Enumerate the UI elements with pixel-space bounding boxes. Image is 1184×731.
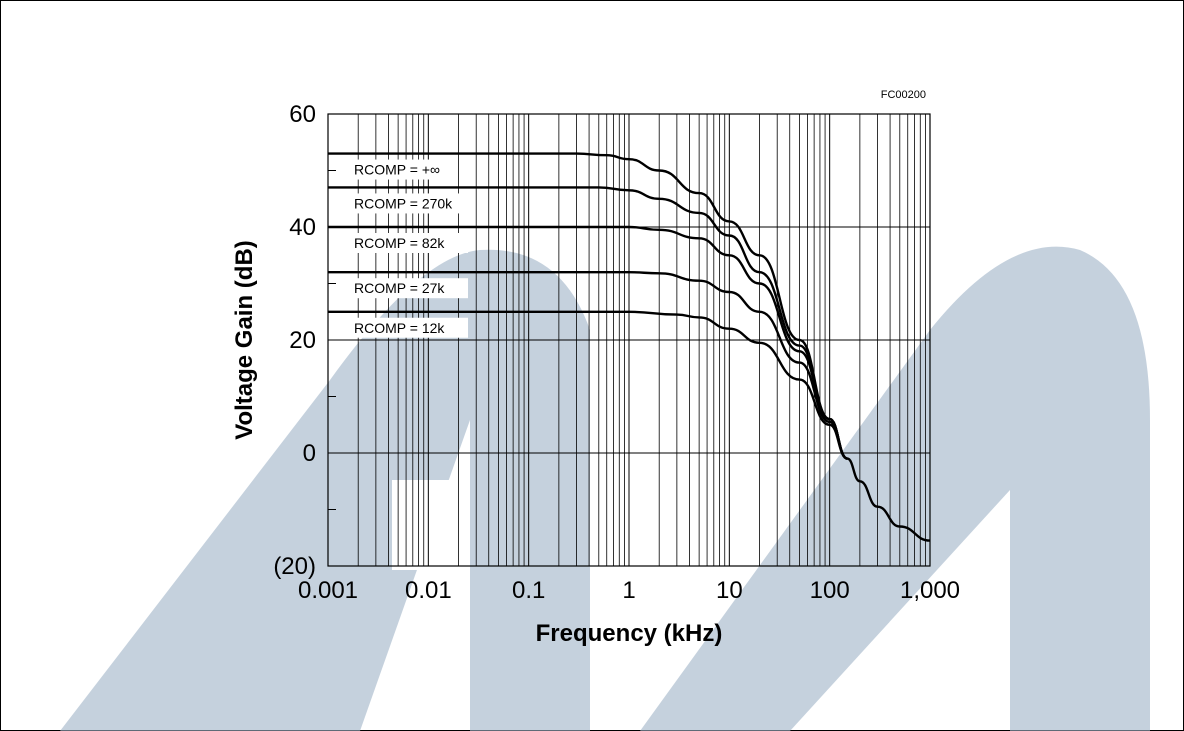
- x-tick-labels: 0.001 0.01 0.1 1 10 100 1,000: [298, 577, 960, 604]
- x-axis-title: Frequency (kHz): [536, 620, 723, 647]
- curve-label: RCOMP = 12k: [354, 320, 445, 336]
- watermark-cutout: [392, 480, 462, 570]
- watermark-shape: [640, 246, 1150, 731]
- watermark-shape: [60, 249, 590, 731]
- curve-label: RCOMP = 82k: [354, 235, 445, 251]
- x-tick-label: 0.01: [405, 577, 452, 604]
- x-tick-label: 1: [622, 577, 635, 604]
- x-tick-label: 1,000: [900, 577, 960, 604]
- curve-label-bg: [348, 193, 472, 214]
- x-tick-label: 0.1: [512, 577, 545, 604]
- plot-border: [327, 113, 931, 567]
- curve-label: RCOMP = 27k: [354, 280, 445, 296]
- curve-label-bg: [348, 317, 468, 338]
- y-tick-label: 20: [289, 327, 316, 354]
- watermark-logo: [60, 246, 1150, 731]
- y-tick-label: 60: [289, 101, 316, 128]
- series-line: [327, 310, 848, 460]
- y-tick-label: 40: [289, 214, 316, 241]
- x-tick-label: 0.001: [298, 577, 358, 604]
- curve-labels: RCOMP = +∞ RCOMP = 270k RCOMP = 82k RCOMP =…: [348, 159, 472, 338]
- figure-code: FC00200: [881, 89, 926, 101]
- series-line: [328, 186, 848, 460]
- curve-label-bg: [348, 278, 468, 299]
- curve-label-bg: [348, 233, 468, 253]
- y-tick-labels: (20) 0 20 40 60: [273, 101, 316, 580]
- y-tick-label: (20): [273, 553, 316, 580]
- series-line: [328, 152, 931, 542]
- curve-label: RCOMP = +∞: [354, 162, 440, 178]
- curve-label-bg: [348, 159, 456, 180]
- plot-curves: [327, 152, 931, 542]
- x-tick-label: 10: [716, 577, 743, 604]
- series-line: [328, 270, 848, 460]
- y-axis-title: Voltage Gain (dB): [231, 240, 258, 440]
- x-tick-label: 100: [810, 577, 850, 604]
- curve-label: RCOMP = 270k: [354, 195, 453, 211]
- series-line: [327, 225, 848, 460]
- y-tick-label: 0: [303, 440, 316, 467]
